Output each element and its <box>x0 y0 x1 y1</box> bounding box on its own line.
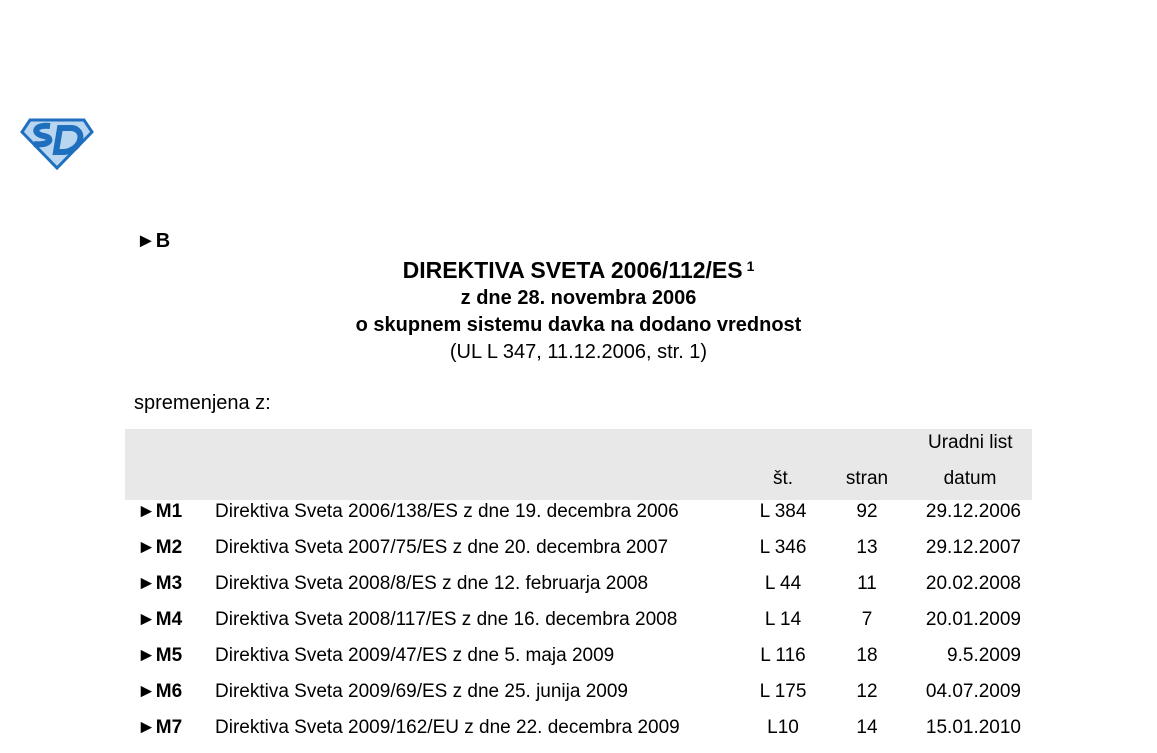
table-row: ►M7 Direktiva Sveta 2009/162/EU z dne 22.… <box>0 717 1157 753</box>
table-row: ►M3 Direktiva Sveta 2008/8/ES z dne 12. f… <box>0 573 1157 609</box>
journal-page: 18 <box>856 645 878 666</box>
title-block: DIREKTIVA SVETA 2006/112/ES 1 z dne 28. n… <box>0 255 1157 365</box>
amendment-description: Direktiva Sveta 2008/8/ES z dne 12. febr… <box>215 573 649 594</box>
journal-number: L 116 <box>760 645 806 666</box>
journal-page: 11 <box>857 573 877 594</box>
journal-number: L10 <box>767 717 799 738</box>
journal-number: L 44 <box>764 573 802 594</box>
amendment-description: Direktiva Sveta 2007/75/ES z dne 20. dec… <box>215 537 669 558</box>
table-row: ►M5 Direktiva Sveta 2009/47/ES z dne 5. m… <box>0 645 1157 681</box>
footnote-ref[interactable]: 1 <box>746 258 755 274</box>
journal-number: L 346 <box>759 537 807 558</box>
journal-number: L 384 <box>759 501 807 522</box>
journal-page: 92 <box>856 501 878 522</box>
table-row: ►M6 Direktiva Sveta 2009/69/ES z dne 25. … <box>0 681 1157 717</box>
amendment-marker[interactable]: ►M7 <box>137 717 183 738</box>
header-no: št. <box>772 468 794 489</box>
journal-number: L 14 <box>764 609 802 630</box>
journal-date: 04.07.2009 <box>925 681 1021 702</box>
marker-b: ►B <box>136 230 171 252</box>
table-row: ►M1 Direktiva Sveta 2006/138/ES z dne 19.… <box>0 501 1157 537</box>
amendment-description: Direktiva Sveta 2009/162/EU z dne 22. de… <box>215 717 680 738</box>
subtitle-subject: o skupnem sistemu davka na dodano vredno… <box>355 314 802 336</box>
journal-date: 29.12.2007 <box>925 537 1021 558</box>
journal-date: 15.01.2010 <box>925 717 1021 738</box>
table-row: ►M2 Direktiva Sveta 2007/75/ES z dne 20. … <box>0 537 1157 573</box>
journal-page: 12 <box>856 681 878 702</box>
amendment-description: Direktiva Sveta 2009/47/ES z dne 5. maja… <box>215 645 615 666</box>
journal-page: 14 <box>856 717 878 738</box>
journal-number: L 175 <box>759 681 807 702</box>
subtitle-date: z dne 28. novembra 2006 <box>460 287 697 309</box>
amendment-marker[interactable]: ►M6 <box>137 681 183 702</box>
amendment-marker[interactable]: ►M1 <box>137 501 183 522</box>
journal-date: 20.02.2008 <box>925 573 1021 594</box>
journal-page: 13 <box>856 537 878 558</box>
amendment-marker[interactable]: ►M2 <box>137 537 183 558</box>
amended-by-label: spremenjena z: <box>134 392 271 414</box>
amendment-description: Direktiva Sveta 2009/69/ES z dne 25. jun… <box>215 681 628 702</box>
journal-page: 7 <box>861 609 873 630</box>
document-title: DIREKTIVA SVETA 2006/112/ES 1 <box>0 255 1157 285</box>
reference: (UL L 347, 11.12.2006, str. 1) <box>449 341 708 363</box>
header-page: stran <box>845 468 889 489</box>
title-text: DIREKTIVA SVETA 2006/112/ES <box>402 257 743 283</box>
amendment-marker[interactable]: ►M4 <box>137 609 183 630</box>
amendment-description: Direktiva Sveta 2008/117/ES z dne 16. de… <box>215 609 678 630</box>
amendment-marker[interactable]: ►M5 <box>137 645 183 666</box>
table-row: ►M4 Direktiva Sveta 2008/117/ES z dne 16.… <box>0 609 1157 645</box>
journal-date: 29.12.2006 <box>925 501 1021 522</box>
table-header: Uradni list št. stran datum <box>125 429 1032 500</box>
amendment-marker[interactable]: ►M3 <box>137 573 183 594</box>
journal-date: 20.01.2009 <box>925 609 1021 630</box>
journal-date: 9.5.2009 <box>947 645 1021 666</box>
header-date: datum <box>943 468 997 489</box>
amendment-description: Direktiva Sveta 2006/138/ES z dne 19. de… <box>215 501 679 522</box>
header-group: Uradni list <box>928 432 1013 453</box>
logo-icon <box>20 118 94 170</box>
